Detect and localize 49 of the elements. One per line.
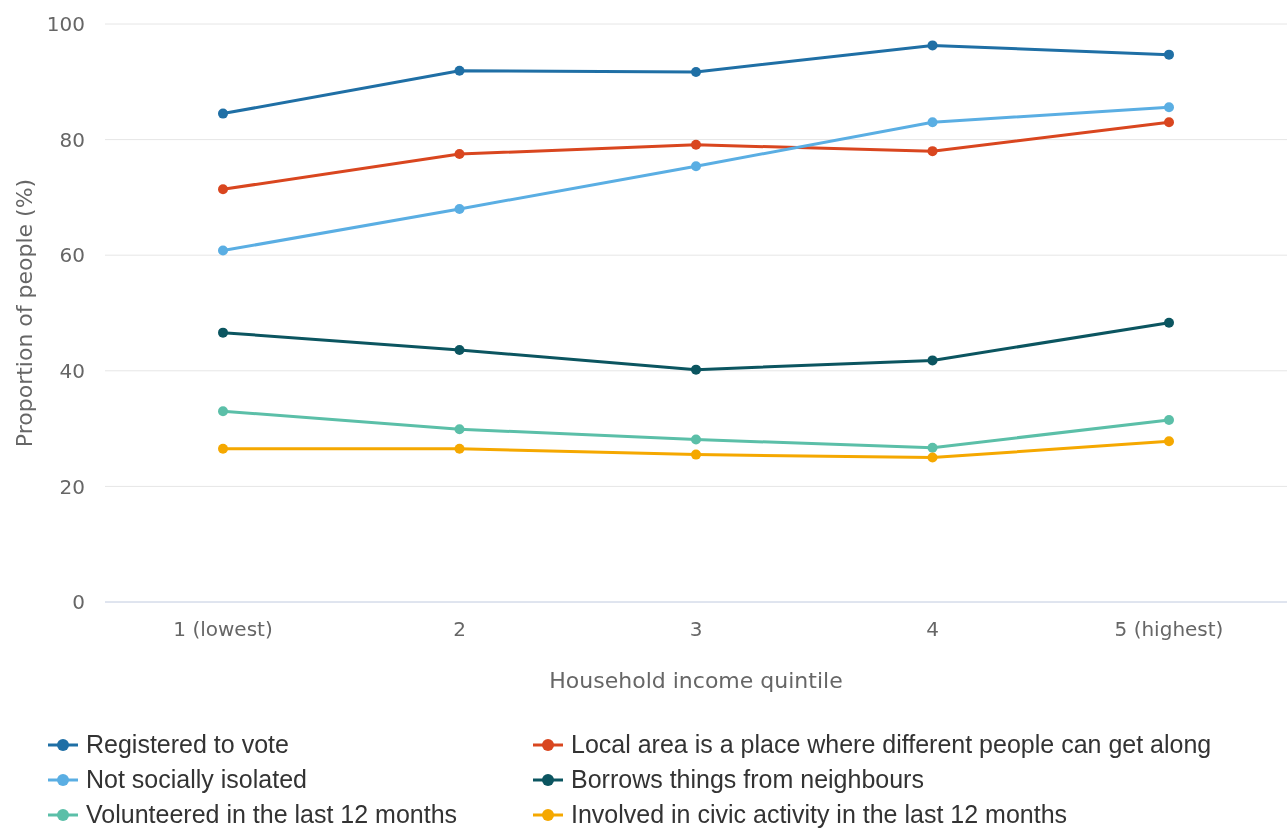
legend-label: Registered to vote bbox=[86, 730, 289, 759]
y-tick-label: 100 bbox=[46, 12, 85, 37]
point bbox=[218, 443, 228, 454]
point bbox=[1164, 436, 1174, 447]
point bbox=[218, 245, 228, 256]
point bbox=[1164, 102, 1174, 113]
point bbox=[691, 161, 701, 172]
point bbox=[927, 117, 938, 128]
point bbox=[1164, 49, 1174, 60]
point bbox=[454, 424, 465, 435]
point bbox=[218, 327, 228, 338]
x-tick-label: 2 bbox=[453, 617, 466, 642]
x-axis-title: Household income quintile bbox=[549, 668, 843, 693]
x-tick-label: 4 bbox=[926, 617, 939, 642]
point bbox=[454, 149, 465, 160]
point bbox=[927, 40, 938, 51]
point bbox=[1164, 117, 1174, 128]
point bbox=[454, 344, 465, 355]
legend-label: Borrows things from neighbours bbox=[571, 765, 924, 794]
x-tick-label: 3 bbox=[689, 617, 703, 642]
point bbox=[927, 452, 938, 463]
point bbox=[454, 65, 465, 76]
y-tick-label: 0 bbox=[72, 590, 85, 615]
y-axis-title: Proportion of people (%) bbox=[11, 178, 37, 448]
point bbox=[691, 139, 701, 150]
x-tick-label: 5 (highest) bbox=[1114, 617, 1224, 642]
point bbox=[454, 443, 465, 454]
point bbox=[218, 184, 228, 195]
point bbox=[454, 203, 465, 214]
x-tick-label: 1 (lowest) bbox=[173, 617, 273, 642]
legend-label: Volunteered in the last 12 months bbox=[86, 800, 458, 829]
legend-label: Not socially isolated bbox=[86, 765, 307, 794]
point bbox=[927, 146, 938, 157]
point bbox=[691, 449, 701, 460]
legend-label: Involved in civic activity in the last 12 months bbox=[571, 800, 1068, 829]
y-tick-label: 40 bbox=[59, 358, 85, 383]
y-tick-label: 80 bbox=[59, 127, 85, 152]
y-tick-label: 60 bbox=[59, 243, 85, 268]
legend-label: Local area is a place where different people can get along bbox=[571, 730, 1212, 759]
point bbox=[927, 355, 938, 366]
point bbox=[1164, 414, 1174, 425]
point bbox=[1164, 317, 1174, 328]
point bbox=[218, 406, 228, 417]
point bbox=[691, 434, 701, 445]
point bbox=[691, 364, 701, 375]
point bbox=[691, 66, 701, 77]
point bbox=[218, 108, 228, 119]
point bbox=[927, 442, 938, 453]
y-tick-label: 20 bbox=[59, 474, 85, 499]
